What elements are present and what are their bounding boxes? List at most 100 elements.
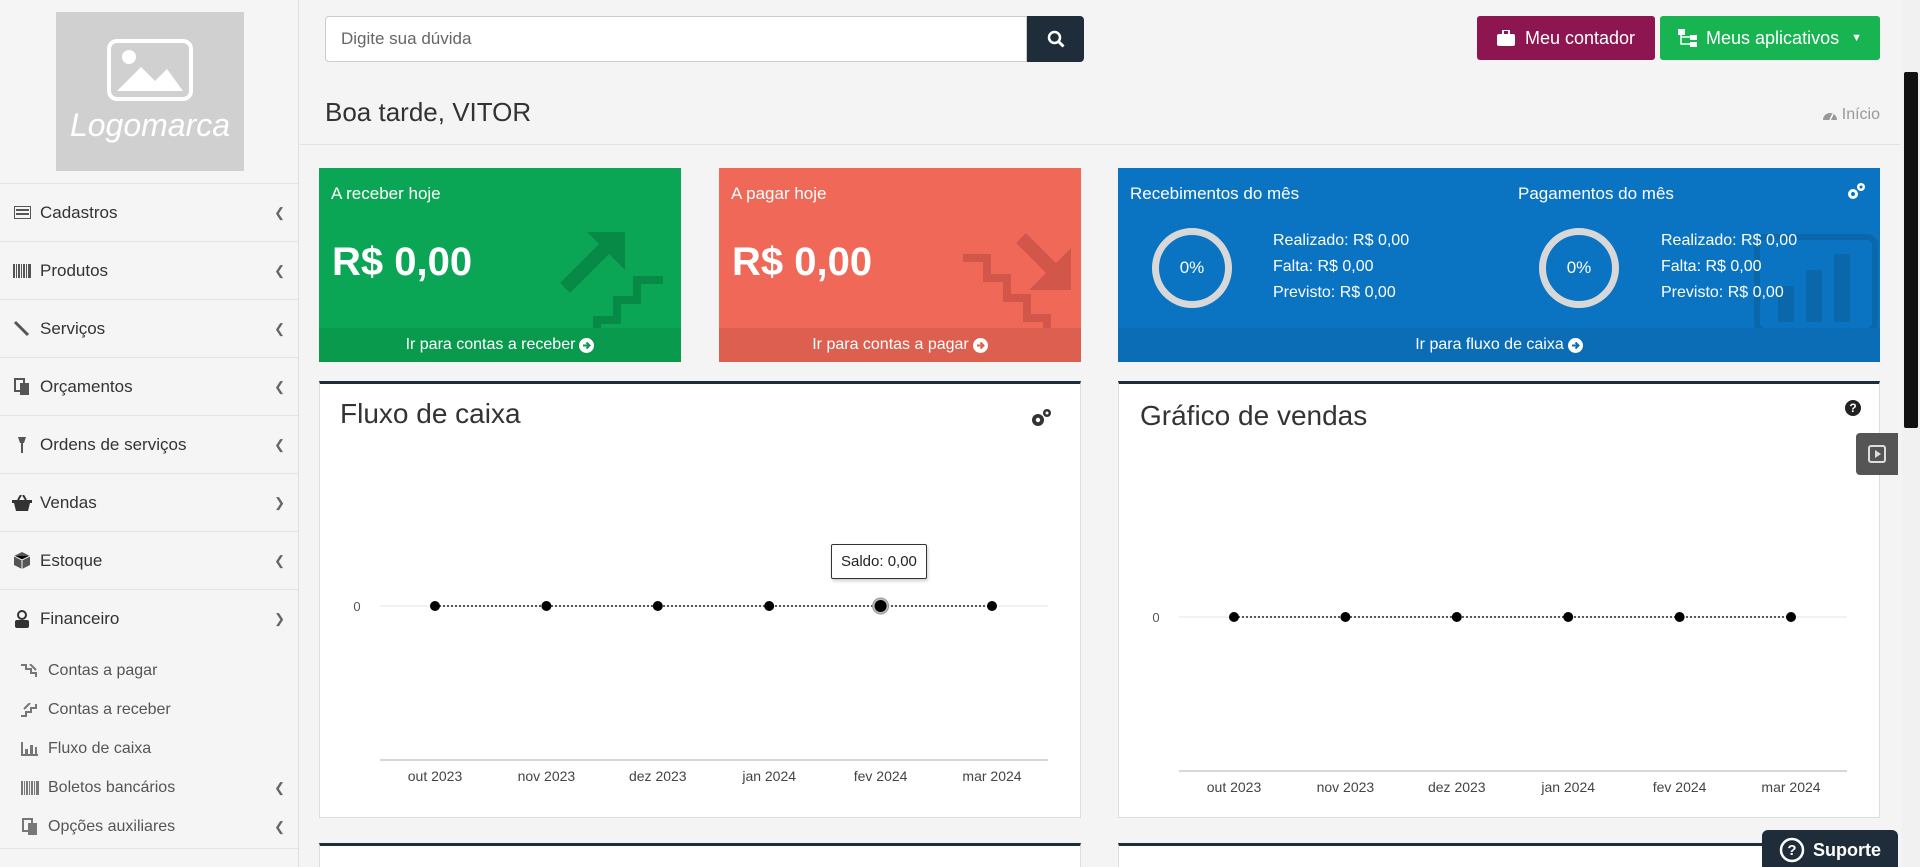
briefcase-icon <box>1496 30 1515 46</box>
wrench-icon <box>12 320 32 338</box>
data-point <box>1229 612 1239 622</box>
sidebar-item-label: Produtos <box>40 260 109 280</box>
sidebar-item-estoque[interactable]: Estoque ❮ <box>0 531 299 589</box>
meu-contador-label: Meu contador <box>1524 27 1636 48</box>
suporte-button[interactable]: ? Suporte <box>1762 830 1898 867</box>
tile-title: A pagar hoje <box>731 184 827 203</box>
meu-contador-button[interactable]: Meu contador <box>1477 16 1655 60</box>
vendas-line-chart: 0 out 2023 nov 2023 dez 2023 jan 2024 fev 202… <box>1152 610 1847 795</box>
chevron-left-icon: ❮ <box>274 204 285 220</box>
submenu-item-contas-a-receber[interactable]: Contas a receber <box>0 690 299 729</box>
sidebar-item-servicos[interactable]: Serviços ❮ <box>0 299 299 357</box>
pagamentos-title: Pagamentos do mês <box>1518 184 1674 203</box>
logo-placeholder: Logomarca <box>56 12 244 171</box>
tile-a-pagar-hoje: A pagar hoje R$ 0,00 Ir para contas a pa… <box>719 168 1081 362</box>
chevron-left-icon: ❮ <box>274 436 285 452</box>
tile-footer-link[interactable]: Ir para contas a pagar <box>719 328 1081 362</box>
data-point <box>874 600 887 612</box>
fluxo-line-chart: 0 out 2023 nov 2023 dez 2023 jan 2024 fev 202… <box>353 597 1048 784</box>
dashboard-icon <box>1822 113 1837 121</box>
gears-icon[interactable] <box>1846 182 1866 207</box>
stairs-up-icon <box>560 232 663 343</box>
recebimentos-progress-ring: 0% <box>1152 228 1232 308</box>
stat-realizado: Realizado: R$ 0,00 <box>1273 232 1410 249</box>
arrow-circle-right-icon <box>579 337 595 353</box>
sidebar-nav: Cadastros ❮ Produtos ❮ Serviços ❮ Orçame… <box>0 183 299 867</box>
breadcrumb-label: Início <box>1841 106 1880 123</box>
stat-previsto: Previsto: R$ 0,00 <box>1273 284 1396 301</box>
financeiro-submenu: Contas a pagar Contas a receber Fluxo de… <box>0 647 299 848</box>
sidebar-item-label: Estoque <box>40 550 103 570</box>
svg-text:?: ? <box>1849 401 1856 415</box>
chevron-left-icon: ❮ <box>274 779 285 795</box>
data-point <box>541 601 552 611</box>
chevron-down-icon: ❯ <box>274 610 285 626</box>
panel-title: Gráfico de vendas <box>1140 400 1368 431</box>
barcode-icon <box>20 780 40 795</box>
recebimentos-stats: Realizado: R$ 0,00 Falta: R$ 0,00 Previs… <box>1273 228 1409 306</box>
x-tick-label: mar 2024 <box>962 768 1021 784</box>
sidebar-item-cadastros[interactable]: Cadastros ❮ <box>0 183 299 241</box>
stat-falta: Falta: R$ 0,00 <box>1273 258 1374 275</box>
x-tick-label: mar 2024 <box>1761 779 1820 795</box>
basket-icon <box>12 494 32 511</box>
question-circle-icon[interactable]: ? <box>1845 400 1861 421</box>
submenu-item-opcoes-auxiliares[interactable]: Opções auxiliares ❮ <box>0 807 299 846</box>
stat-falta: Falta: R$ 0,00 <box>1661 258 1762 275</box>
sidebar-item-label: Ordens de serviços <box>40 434 187 454</box>
pagamentos-progress-ring: 0% <box>1539 228 1619 308</box>
submenu-item-label: Opções auxiliares <box>48 817 176 835</box>
stat-realizado: Realizado: R$ 0,00 <box>1661 232 1798 249</box>
sidebar-item-label: Financeiro <box>40 608 120 628</box>
logo-text: Logomarca <box>69 107 231 143</box>
panel-grafico-de-vendas: Gráfico de vendas ? 0 out 2023 nov 2023 dez… <box>1118 381 1880 818</box>
search-input[interactable] <box>325 16 1027 62</box>
sidebar-item-vendas[interactable]: Vendas ❯ <box>0 473 299 531</box>
submenu-item-label: Contas a pagar <box>48 661 158 679</box>
scrollbar-thumb[interactable] <box>1904 72 1918 428</box>
tile-footer-link[interactable]: Ir para fluxo de caixa <box>1118 328 1880 362</box>
tile-value: R$ 0,00 <box>732 240 873 284</box>
submenu-item-fluxo-de-caixa[interactable]: Fluxo de caixa <box>0 729 299 768</box>
x-tick-label: jan 2024 <box>741 768 796 784</box>
search-button[interactable] <box>1027 16 1084 62</box>
search-bar <box>325 16 1084 62</box>
pagamentos-stats: Realizado: R$ 0,00 Falta: R$ 0,00 Previs… <box>1661 228 1797 306</box>
data-point <box>1563 612 1574 622</box>
x-tick-label: jan 2024 <box>1540 779 1595 795</box>
side-video-tab[interactable] <box>1856 433 1898 475</box>
sidebar-item-ordens-de-servicos[interactable]: Ordens de serviços ❮ <box>0 415 299 473</box>
y-tick-label: 0 <box>353 599 360 614</box>
barcode-icon <box>12 263 32 278</box>
sidebar: Logomarca Cadastros ❮ Produtos ❮ Serviço… <box>0 0 299 867</box>
sidebar-item-financeiro[interactable]: Financeiro ❯ <box>0 589 299 647</box>
play-square-icon <box>1868 445 1886 463</box>
wrench-icon <box>12 436 32 454</box>
gears-icon[interactable] <box>1030 408 1052 433</box>
meus-aplicativos-button[interactable]: Meus aplicativos ▼ <box>1660 16 1880 60</box>
sidebar-item-orcamentos[interactable]: Orçamentos ❮ <box>0 357 299 415</box>
stairs-down-icon <box>20 663 40 678</box>
sidebar-item-partial[interactable] <box>0 848 299 867</box>
submenu-item-label: Fluxo de caixa <box>48 739 152 757</box>
data-point <box>1786 612 1796 622</box>
submenu-item-contas-a-pagar[interactable]: Contas a pagar <box>0 651 299 690</box>
tile-footer-label: Ir para fluxo de caixa <box>1415 336 1564 353</box>
submenu-item-boletos-bancarios[interactable]: Boletos bancários ❮ <box>0 768 299 807</box>
sitemap-icon <box>1678 29 1698 47</box>
svg-text:?: ? <box>1787 842 1796 859</box>
panel-fluxo-de-caixa: Fluxo de caixa 0 out 2023 nov 2023 dez 2023… <box>319 381 1081 818</box>
copy-icon <box>12 377 32 396</box>
breadcrumb[interactable]: Início <box>1822 106 1880 124</box>
x-tick-label: dez 2023 <box>1428 779 1486 795</box>
sidebar-item-produtos[interactable]: Produtos ❮ <box>0 241 299 299</box>
sidebar-item-label: Orçamentos <box>40 376 133 396</box>
panel-partial-right <box>1118 843 1880 867</box>
bar-chart-icon <box>20 741 40 756</box>
submenu-item-label: Boletos bancários <box>48 778 176 796</box>
tile-footer-link[interactable]: Ir para contas a receber <box>319 328 681 362</box>
data-point <box>430 601 440 611</box>
chart-tooltip: Saldo: 0,00 <box>831 544 927 579</box>
search-icon <box>1047 30 1065 48</box>
stairs-up-icon <box>20 702 40 717</box>
